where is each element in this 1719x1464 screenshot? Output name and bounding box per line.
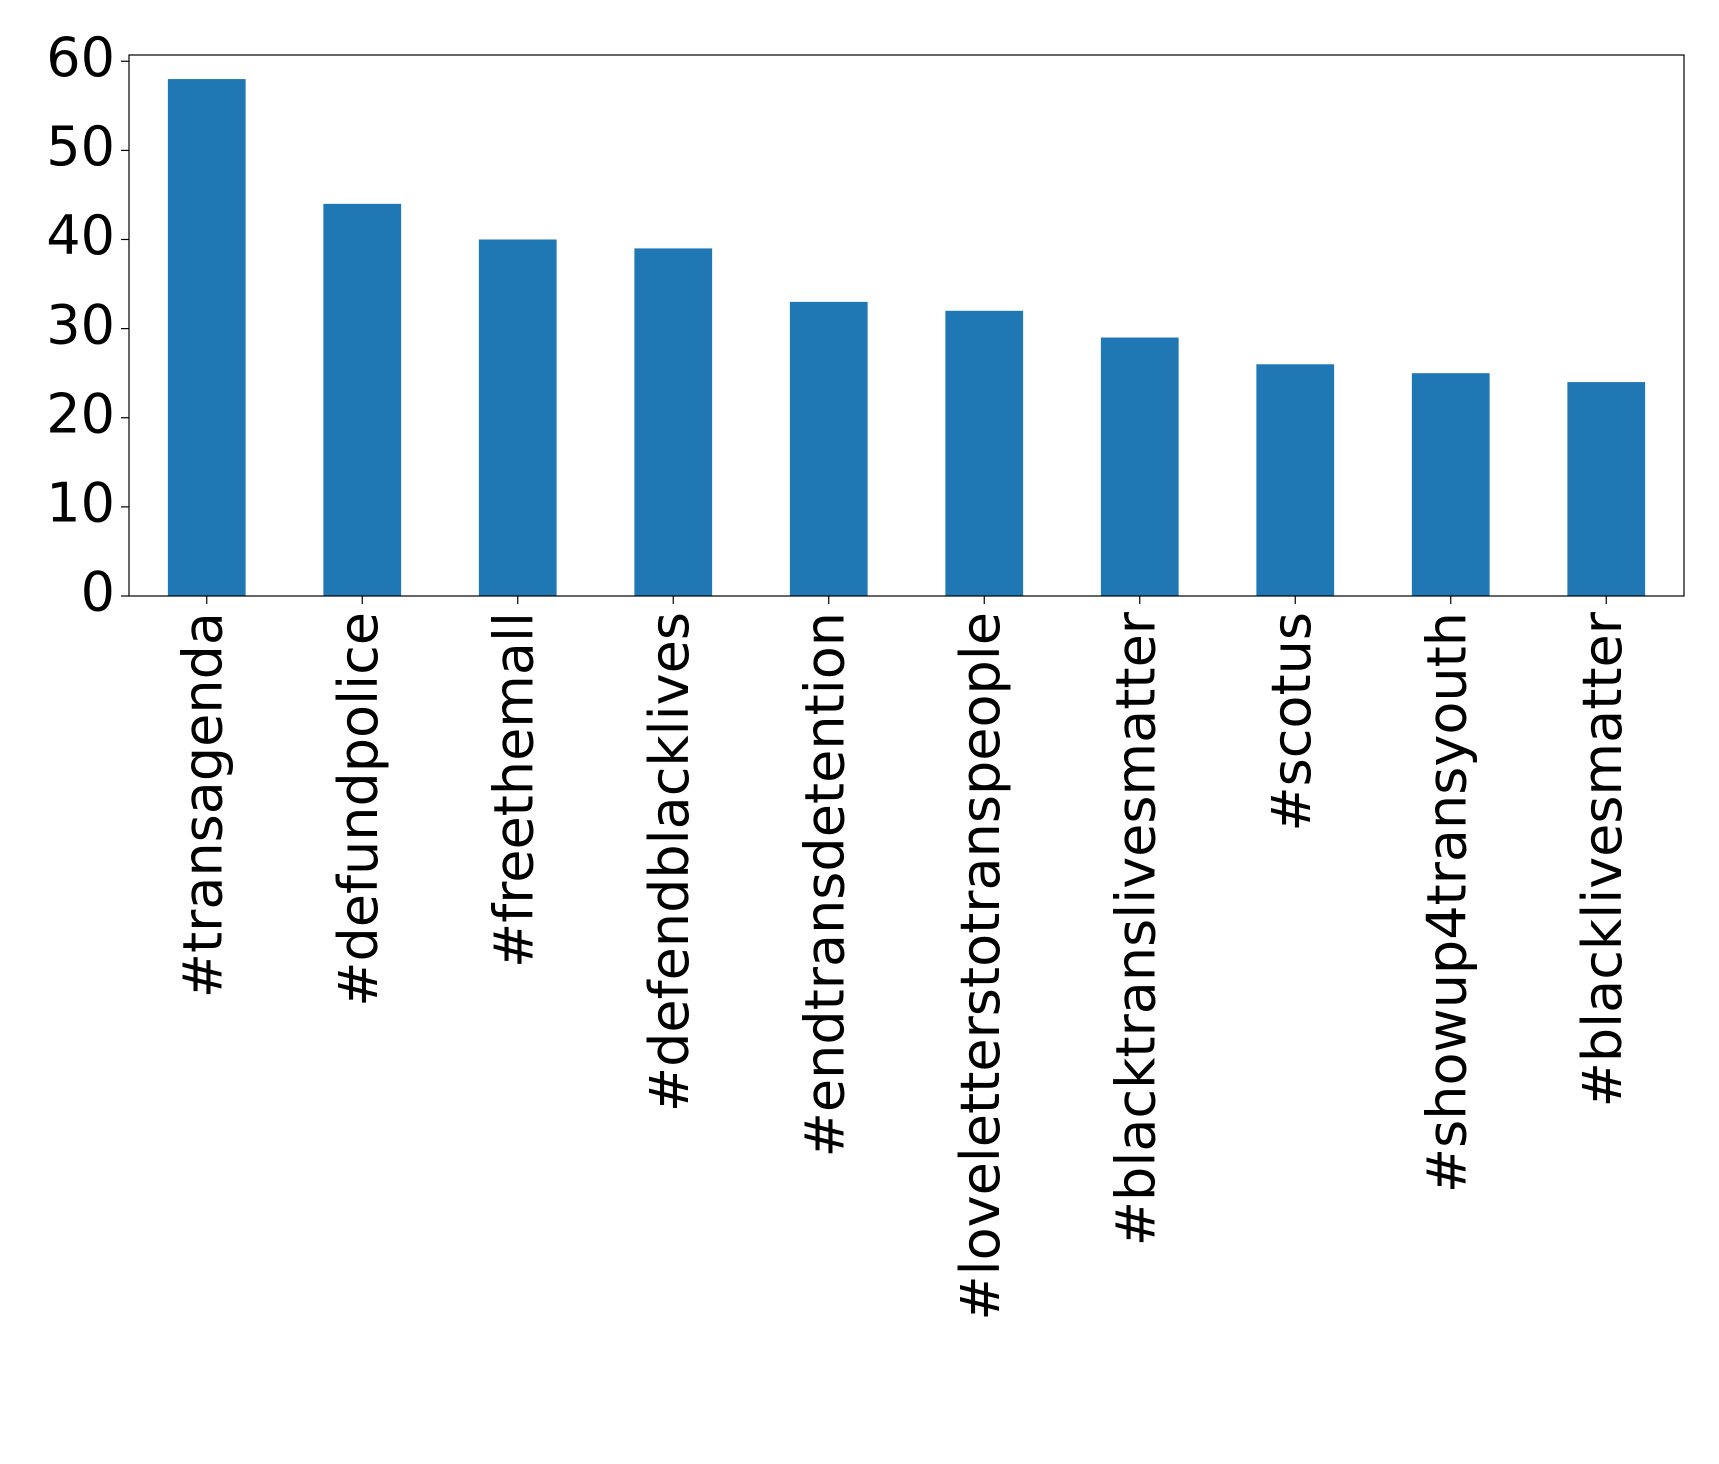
- y-tick-label: 0: [81, 561, 115, 624]
- bar: [789, 301, 868, 596]
- plot-frame: [128, 54, 1685, 597]
- x-tick-label: #showup4transyouth: [1415, 612, 1478, 1193]
- y-tick-label: 60: [46, 26, 115, 89]
- bar: [167, 79, 246, 596]
- y-tick-label: 50: [46, 115, 115, 178]
- x-tick-label: #blacklivesmatter: [1571, 611, 1634, 1107]
- bar: [478, 239, 557, 596]
- bar: [1256, 364, 1335, 596]
- x-tick-label: #transagenda: [171, 612, 234, 998]
- bar: [1411, 373, 1490, 596]
- y-tick-label: 20: [46, 382, 115, 445]
- bar: [945, 310, 1024, 596]
- bar: [1567, 382, 1646, 596]
- x-tick-label: #freethemall: [482, 612, 545, 968]
- bar: [323, 203, 402, 596]
- x-tick-label: #loveletterstotranspeople: [949, 612, 1012, 1321]
- x-tick-label: #blacktranslivesmatter: [1104, 611, 1167, 1246]
- x-tick-label: #scotus: [1260, 612, 1323, 832]
- y-tick-label: 40: [46, 204, 115, 267]
- x-tick-label: #endtransdetention: [793, 612, 856, 1157]
- y-tick-label: 30: [46, 293, 115, 356]
- bar: [634, 248, 713, 596]
- bar: [1100, 337, 1179, 596]
- y-tick-label: 10: [46, 472, 115, 535]
- x-tick-label: #defendblacklives: [638, 612, 701, 1112]
- x-tick-label: #defundpolice: [327, 612, 390, 1007]
